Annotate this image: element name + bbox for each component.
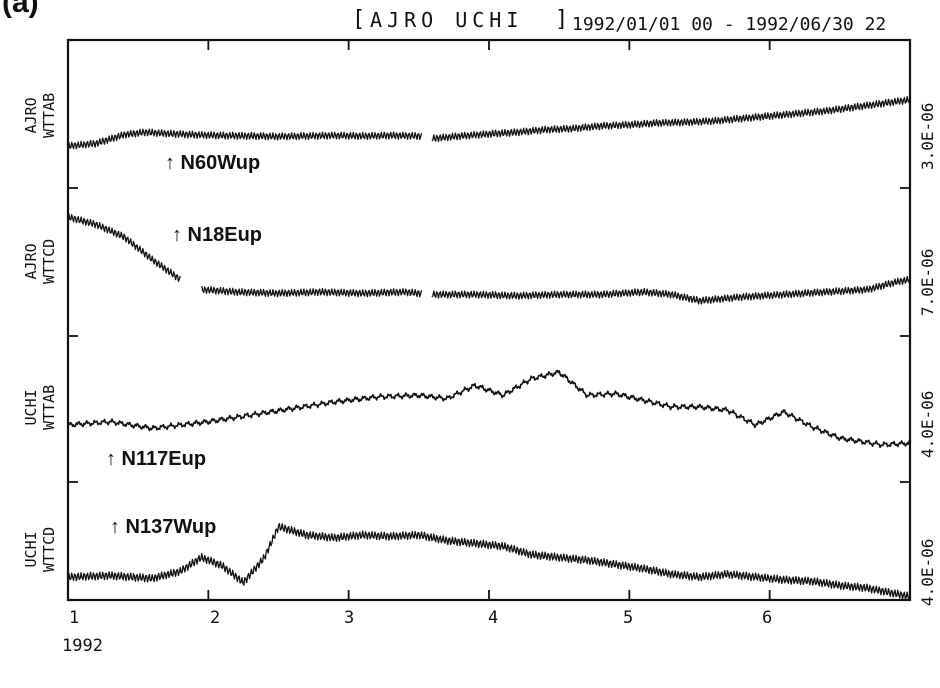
panel-letter: (a) — [2, 0, 39, 19]
scale-label-3: 4.0E-06 — [918, 390, 937, 458]
series-line-4 — [67, 522, 911, 601]
year-label: 1992 — [62, 636, 103, 656]
data-traces — [67, 95, 911, 601]
series-line-3 — [67, 369, 911, 449]
annotation-n18eup: ↑ N18Eup — [172, 224, 263, 246]
series-line-2-part-1 — [67, 213, 181, 283]
scale-label-4: 4.0E-06 — [918, 538, 937, 606]
header-date-range: 1992/01/01 00 - 1992/06/30 22 — [572, 14, 887, 35]
annotation-n117eup: ↑ N117Eup — [106, 448, 207, 470]
x-tick-label-1: 1 — [69, 608, 80, 628]
series-label-2: AJRO WTTCD — [22, 238, 58, 284]
series-line-1-part-2 — [431, 95, 911, 143]
x-tick-label-6: 6 — [762, 608, 773, 628]
header-bracket-open: [ — [352, 7, 366, 32]
x-tick-label-4: 4 — [488, 608, 499, 628]
annotation-n60wup: ↑ N60Wup — [165, 152, 261, 174]
series-label-4: UCHI WTTCD — [22, 526, 58, 572]
series-line-2-part-3 — [431, 275, 911, 305]
scale-label-1: 3.0E-06 — [918, 102, 937, 170]
x-tick-label-2: 2 — [210, 608, 221, 628]
series-label-3: UCHI WTTAB — [22, 384, 58, 430]
series-line-2-part-2 — [201, 285, 423, 298]
x-tick-label-5: 5 — [623, 608, 634, 628]
scale-label-2: 7.0E-06 — [918, 248, 937, 316]
annotation-n137wup: ↑ N137Wup — [110, 516, 217, 538]
series-line-1-part-1 — [67, 128, 423, 150]
header-stations: AJRO UCHI — [370, 8, 524, 32]
header-bracket-close: ] — [555, 7, 569, 32]
series-label-1: AJRO WTTAB — [22, 92, 58, 138]
x-tick-label-3: 3 — [344, 608, 355, 628]
